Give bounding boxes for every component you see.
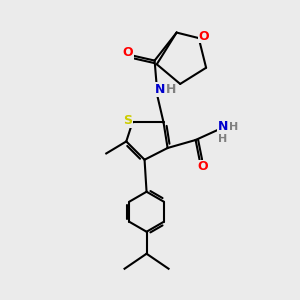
Text: N: N: [154, 83, 165, 96]
Text: H: H: [218, 134, 227, 144]
Text: O: O: [198, 30, 209, 43]
Text: H: H: [229, 122, 238, 132]
Text: N: N: [218, 121, 228, 134]
Text: S: S: [123, 114, 132, 127]
Text: H: H: [165, 83, 176, 96]
Text: O: O: [122, 46, 133, 59]
Text: O: O: [197, 160, 208, 173]
